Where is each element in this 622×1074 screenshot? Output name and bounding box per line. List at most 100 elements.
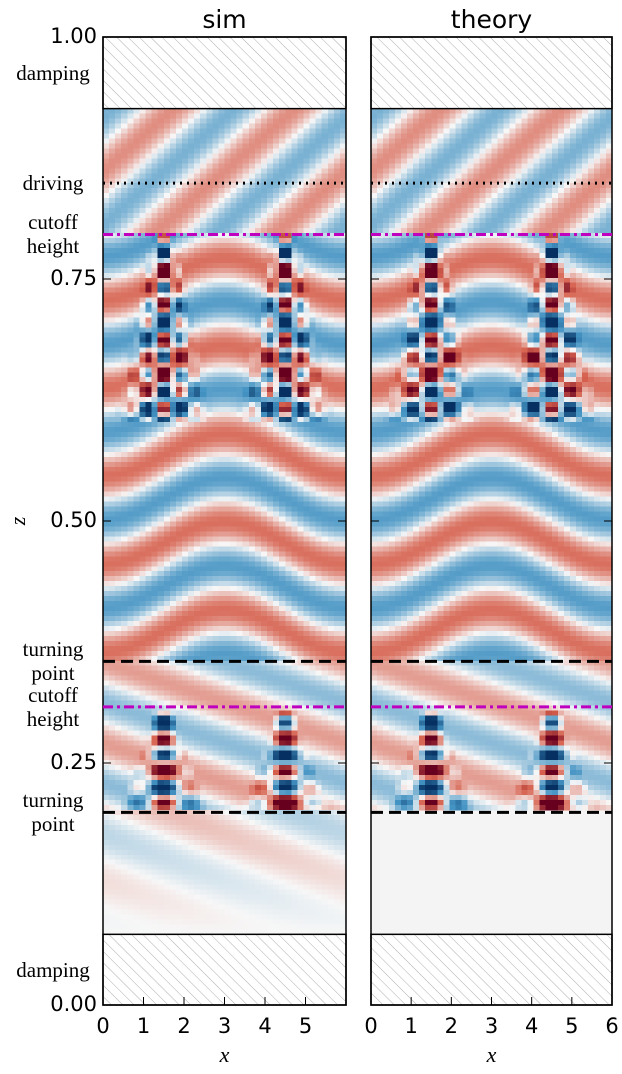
field-cell xyxy=(260,541,268,547)
field-cell xyxy=(181,700,189,707)
field-cell xyxy=(230,486,238,493)
field-cell xyxy=(333,262,341,269)
field-cell xyxy=(194,332,201,339)
field-cell xyxy=(103,108,110,115)
field-cell xyxy=(285,322,292,329)
field-cell xyxy=(224,178,232,184)
field-cell xyxy=(175,352,183,358)
field-cell xyxy=(303,208,311,214)
field-cell xyxy=(297,158,305,164)
field-cell xyxy=(145,213,153,219)
field-cell xyxy=(127,277,134,284)
field-cell xyxy=(109,242,116,249)
field-cell xyxy=(254,446,262,453)
field-cell xyxy=(224,596,232,602)
field-cell xyxy=(236,372,244,378)
field-cell xyxy=(279,720,286,727)
field-cell xyxy=(279,611,286,617)
field-cell xyxy=(157,108,165,115)
field-cell xyxy=(224,456,232,463)
field-cell xyxy=(109,237,116,244)
field-cell xyxy=(260,625,268,632)
field-cell xyxy=(285,625,292,632)
field-cell xyxy=(139,516,147,523)
field-cell xyxy=(309,407,317,413)
field-cell xyxy=(133,252,141,259)
field-cell xyxy=(327,223,335,229)
field-cell xyxy=(169,118,177,125)
field-cell xyxy=(206,312,213,319)
field-cell xyxy=(248,461,256,468)
field-cell xyxy=(127,332,134,339)
field-cell xyxy=(291,446,298,453)
field-cell xyxy=(285,591,292,597)
field-cell xyxy=(169,501,177,508)
field-cell xyxy=(224,461,232,468)
field-cell xyxy=(309,551,317,557)
field-cell xyxy=(230,362,238,368)
field-cell xyxy=(103,481,110,488)
field-cell xyxy=(218,586,226,592)
field-cell xyxy=(139,526,147,533)
field-cell xyxy=(188,695,195,702)
field-cell xyxy=(206,257,213,264)
field-cell xyxy=(333,690,341,697)
field-cell xyxy=(115,297,122,304)
field-cell xyxy=(109,511,116,518)
field-cell xyxy=(194,143,201,150)
field-cell xyxy=(115,486,122,493)
field-cell xyxy=(236,491,244,498)
field-cell xyxy=(169,481,177,488)
field-cell xyxy=(279,571,286,577)
field-cell xyxy=(333,372,341,378)
field-cell xyxy=(327,695,335,702)
field-cell xyxy=(145,526,153,533)
field-cell xyxy=(218,496,226,503)
field-cell xyxy=(127,377,134,383)
field-cell xyxy=(321,242,329,249)
field-cell xyxy=(279,302,286,309)
field-cell xyxy=(175,526,183,533)
field-cell xyxy=(260,188,268,194)
field-cell xyxy=(230,715,238,722)
field-cell xyxy=(303,710,311,717)
field-cell xyxy=(139,327,147,334)
field-cell xyxy=(333,128,341,135)
field-cell xyxy=(212,407,220,413)
field-cell xyxy=(303,541,311,547)
field-cell xyxy=(206,456,213,463)
field-cell xyxy=(157,223,165,229)
field-cell xyxy=(236,566,244,572)
field-cell xyxy=(188,183,195,189)
field-cell xyxy=(145,625,153,632)
field-cell xyxy=(315,556,323,562)
field-cell xyxy=(273,377,280,383)
field-cell xyxy=(218,108,226,115)
field-cell xyxy=(297,332,305,339)
field-cell xyxy=(279,675,286,682)
field-cell xyxy=(188,277,195,284)
field-cell xyxy=(321,685,329,692)
field-cell xyxy=(230,247,238,254)
field-cell xyxy=(157,606,165,612)
field-cell xyxy=(260,247,268,254)
field-cell xyxy=(285,387,292,393)
field-cell xyxy=(109,417,116,423)
field-cell xyxy=(103,218,110,224)
field-cell xyxy=(145,670,153,677)
field-cell xyxy=(200,516,207,523)
field-cell xyxy=(188,456,195,463)
field-cell xyxy=(303,322,311,329)
field-cell xyxy=(181,441,189,448)
field-cell xyxy=(151,521,159,528)
field-cell xyxy=(206,685,213,692)
field-cell xyxy=(254,108,262,115)
field-cell xyxy=(242,387,250,393)
field-cell xyxy=(224,272,232,279)
field-cell xyxy=(109,113,116,120)
field-cell xyxy=(200,695,207,702)
field-cell xyxy=(157,138,165,145)
field-cell xyxy=(267,367,274,373)
field-cell xyxy=(236,297,244,304)
field-cell xyxy=(267,203,274,209)
